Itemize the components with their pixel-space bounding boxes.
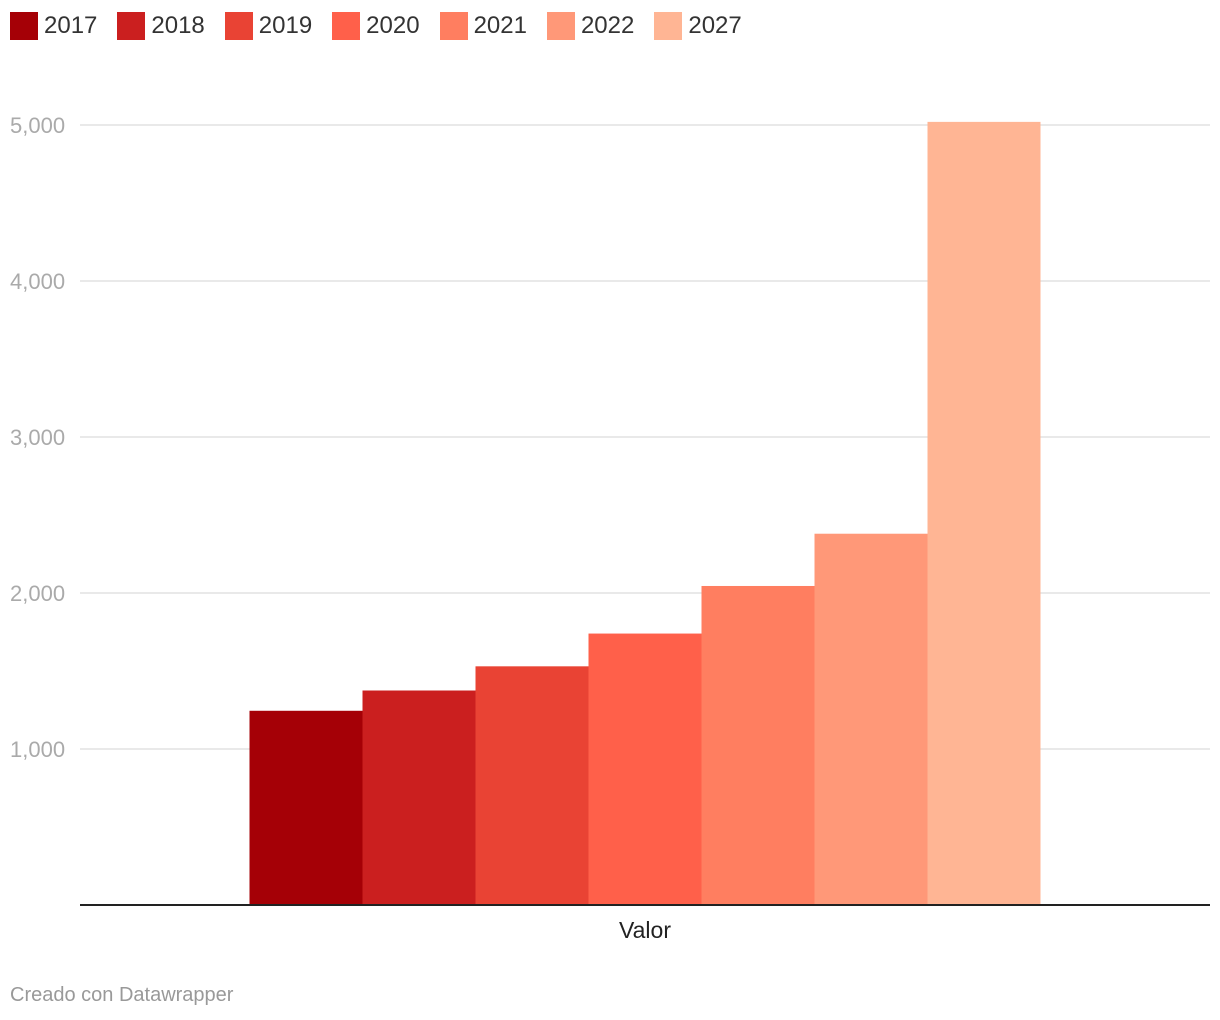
legend-item: 2017 <box>10 12 117 40</box>
legend-swatch <box>654 12 683 40</box>
legend-label: 2019 <box>258 12 313 39</box>
legend-item: 2021 <box>439 12 547 40</box>
bar-chart: 1,000 2,000 3,000 4,000 5,000 Valor <box>10 113 1210 943</box>
bar-2018 <box>362 690 476 905</box>
y-tick-label: 2,000 <box>10 581 65 606</box>
legend-label: 2020 <box>366 12 420 39</box>
y-tick-label: 1,000 <box>10 737 65 762</box>
legend-swatch <box>439 12 468 40</box>
legend-label: 2017 <box>44 12 98 39</box>
legend-label: 2022 <box>580 12 635 39</box>
legend-swatch <box>117 12 146 40</box>
legend-label: 2021 <box>473 12 527 39</box>
axes: 1,000 2,000 3,000 4,000 5,000 Valor <box>10 113 1210 943</box>
bar-2019 <box>475 666 589 905</box>
legend-swatch <box>546 12 575 40</box>
legend: 2017 2018 2019 2020 2021 2022 2027 <box>10 12 762 40</box>
x-category-label: Valor <box>619 917 671 943</box>
legend-swatch <box>332 12 361 40</box>
legend-item: 2020 <box>332 12 439 40</box>
legend-item: 2022 <box>546 12 654 40</box>
bar-2021 <box>701 585 815 905</box>
y-tick-label: 5,000 <box>10 113 65 138</box>
bar-2027 <box>927 121 1041 905</box>
legend-item: 2027 <box>654 12 761 40</box>
bar-2020 <box>588 633 702 905</box>
y-tick-label: 4,000 <box>10 269 65 294</box>
legend-item: 2019 <box>224 12 332 40</box>
bars <box>249 121 1041 905</box>
legend-item: 2018 <box>117 12 224 40</box>
bar-2017 <box>249 710 363 905</box>
legend-label: 2027 <box>688 12 742 39</box>
legend-swatch <box>10 12 38 40</box>
bar-2022 <box>814 533 928 905</box>
y-tick-label: 3,000 <box>10 425 65 450</box>
legend-swatch <box>224 12 253 40</box>
credit-text: Creado con Datawrapper <box>10 984 234 1006</box>
legend-label: 2018 <box>151 12 205 39</box>
